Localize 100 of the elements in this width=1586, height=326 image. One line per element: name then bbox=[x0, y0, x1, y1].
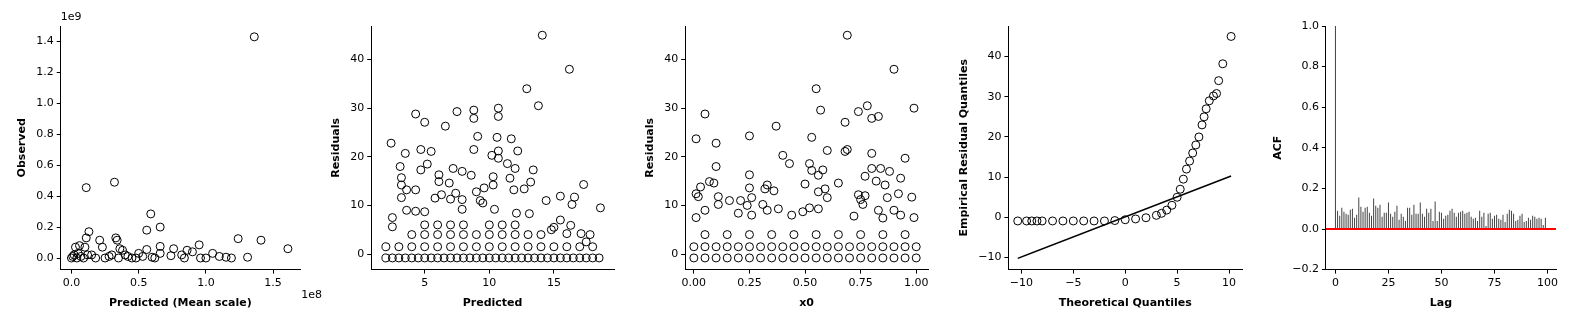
point bbox=[845, 242, 855, 252]
point bbox=[767, 242, 777, 252]
point bbox=[1218, 59, 1228, 69]
point bbox=[208, 248, 218, 258]
point bbox=[722, 230, 732, 240]
point bbox=[800, 242, 810, 252]
x-tick-label: 0.0 bbox=[62, 276, 81, 290]
point bbox=[131, 253, 141, 263]
point bbox=[1027, 216, 1037, 226]
x-tick-label: 0.50 bbox=[792, 276, 818, 290]
point bbox=[91, 253, 101, 263]
point bbox=[81, 233, 91, 243]
x-tick-label: 0.25 bbox=[737, 276, 762, 290]
x-tick-label: −10 bbox=[1009, 276, 1033, 290]
point bbox=[711, 242, 721, 252]
point bbox=[1185, 156, 1195, 166]
point bbox=[878, 230, 888, 240]
point bbox=[95, 235, 105, 245]
y-tick-label: 30 bbox=[350, 101, 365, 115]
point bbox=[744, 242, 754, 252]
point bbox=[214, 251, 224, 261]
x-tick-label: 10 bbox=[1222, 276, 1237, 290]
y-tick-label: 40 bbox=[664, 52, 679, 66]
y-axis-title: Observed bbox=[15, 118, 29, 178]
point bbox=[689, 253, 699, 263]
x-tick-label: 50 bbox=[1434, 276, 1449, 290]
point bbox=[233, 234, 243, 244]
y-tick-label: 0.6 bbox=[1301, 100, 1319, 114]
point bbox=[1157, 208, 1167, 218]
point bbox=[221, 252, 231, 262]
point bbox=[256, 235, 266, 245]
point bbox=[1162, 205, 1172, 215]
point bbox=[1068, 216, 1078, 226]
point bbox=[182, 245, 192, 255]
x-tick-label: 1.00 bbox=[903, 276, 929, 290]
point bbox=[833, 230, 843, 240]
x-tick-label: 0.75 bbox=[848, 276, 873, 290]
point bbox=[689, 242, 699, 252]
y-axis-title: Empirical Residual Quantiles bbox=[957, 58, 971, 237]
x-tick-label: 5 bbox=[421, 276, 429, 290]
point bbox=[1208, 91, 1218, 101]
point bbox=[789, 242, 799, 252]
point bbox=[1058, 216, 1068, 226]
point bbox=[1131, 214, 1141, 224]
x-axis-title: Lag bbox=[1429, 296, 1453, 310]
point bbox=[833, 242, 843, 252]
y-tick-label: 10 bbox=[664, 198, 679, 212]
point bbox=[789, 253, 799, 263]
point bbox=[243, 252, 253, 262]
point bbox=[1194, 132, 1204, 142]
x-tick-label: −5 bbox=[1065, 276, 1082, 290]
point bbox=[822, 242, 832, 252]
point bbox=[97, 242, 107, 252]
x-tick-label: 100 bbox=[1537, 276, 1559, 290]
point bbox=[1214, 76, 1224, 86]
point bbox=[1110, 216, 1120, 226]
point bbox=[767, 230, 777, 240]
point bbox=[109, 177, 119, 187]
y-tick-label: 0 bbox=[994, 210, 1002, 224]
point bbox=[1188, 148, 1198, 158]
point bbox=[889, 253, 899, 263]
y-tick-label: 0.0 bbox=[1301, 221, 1319, 235]
point bbox=[867, 253, 877, 263]
point bbox=[1191, 140, 1201, 150]
point bbox=[155, 222, 165, 232]
y-tick-label: 0.6 bbox=[36, 158, 54, 172]
point bbox=[138, 251, 148, 261]
text: 1e8 bbox=[301, 287, 322, 301]
point bbox=[856, 230, 866, 240]
point bbox=[83, 250, 93, 260]
point bbox=[756, 253, 766, 263]
x-tick-label: 75 bbox=[1487, 276, 1502, 290]
y-tick-label: 0.8 bbox=[1301, 59, 1319, 73]
point bbox=[1141, 213, 1151, 223]
point bbox=[70, 242, 80, 252]
point bbox=[134, 248, 144, 258]
point bbox=[1199, 112, 1209, 122]
point bbox=[81, 183, 91, 193]
point bbox=[889, 242, 899, 252]
point bbox=[811, 253, 821, 263]
point bbox=[822, 253, 832, 263]
point bbox=[744, 253, 754, 263]
point bbox=[733, 242, 743, 252]
point bbox=[226, 253, 236, 263]
x-tick-label: 15 bbox=[546, 276, 561, 290]
point bbox=[856, 253, 866, 263]
point bbox=[756, 242, 766, 252]
point bbox=[700, 230, 710, 240]
y-tick-label: 20 bbox=[987, 129, 1002, 143]
point bbox=[878, 253, 888, 263]
y-tick-label: 0.2 bbox=[1301, 181, 1319, 195]
text: 1e9 bbox=[60, 10, 82, 24]
point bbox=[87, 250, 97, 260]
point bbox=[1175, 184, 1185, 194]
point bbox=[1079, 216, 1089, 226]
point bbox=[114, 253, 123, 263]
y-tick-label: 10 bbox=[350, 198, 365, 212]
y-tick-label: 0.0 bbox=[36, 250, 54, 264]
point bbox=[1099, 216, 1109, 226]
x-axis-title: Theoretical Quantiles bbox=[1058, 296, 1193, 310]
